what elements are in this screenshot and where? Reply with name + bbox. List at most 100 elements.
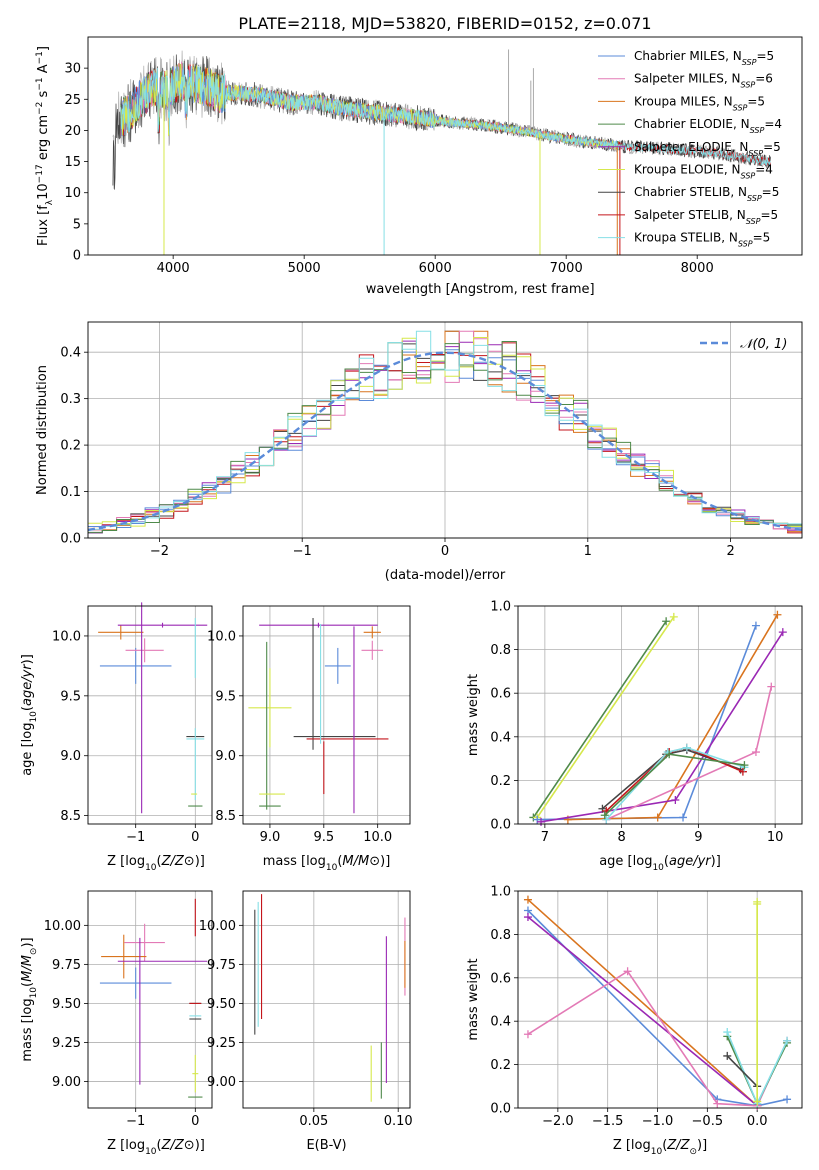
y-tick-label: 0 <box>73 249 81 264</box>
errorbar-point <box>363 626 381 639</box>
x-tick-label: −1.5 <box>592 1114 624 1129</box>
series-marker <box>753 1097 762 1106</box>
age_vs_mass-frame <box>242 605 411 825</box>
x-tick-label: 9.5 <box>313 830 334 845</box>
series-line-salpeter_elodie <box>540 631 784 823</box>
axis-label: wavelength [Angstrom, rest frame] <box>366 282 595 297</box>
y-tick-label: 8.5 <box>215 809 236 824</box>
series-marker <box>665 750 674 759</box>
x-tick-label: −2.0 <box>542 1114 574 1129</box>
age_vs_z-errorbars <box>98 602 208 814</box>
y-tick-label: 30 <box>64 62 81 77</box>
series-line-chabrier_miles <box>537 625 757 821</box>
y-tick-label: 0.6 <box>490 971 511 986</box>
y-tick-label: 9.50 <box>207 997 236 1012</box>
errorbar-point <box>125 638 164 663</box>
series-marker <box>600 811 609 820</box>
mass_weight_vs_age-lines <box>529 610 787 826</box>
y-tick-label: 0.0 <box>490 818 511 833</box>
series-marker <box>523 895 532 904</box>
y-tick-label: 0.0 <box>490 1102 511 1117</box>
errorbar-point <box>124 923 165 962</box>
y-tick-label: 1.0 <box>490 600 511 615</box>
axis-label: Z [log10(Z/Z⊙)] <box>107 1138 205 1157</box>
x-tick-label: 5000 <box>288 261 321 276</box>
legend-label: Salpeter ELODIE, NSSP=5 <box>634 140 781 158</box>
mass_vs_z-errorbars <box>99 898 208 1098</box>
x-tick-label: 0.10 <box>384 1114 413 1129</box>
figure-title: PLATE=2118, MJD=53820, FIBERID=0152, z=0… <box>238 14 651 33</box>
y-tick-label: 9.0 <box>215 749 236 764</box>
age_vs_z-frame <box>87 605 213 825</box>
axis-label: Z [log10(Z/Z⊙)] <box>107 854 205 873</box>
y-tick-label: 10.00 <box>199 919 236 934</box>
series-line-kroupa_miles <box>527 899 758 1107</box>
legend-label: Kroupa MILES, NSSP=5 <box>634 94 765 112</box>
x-tick-label: 8000 <box>681 261 714 276</box>
axis-label: (data-model)/error <box>385 568 506 583</box>
x-tick-label: −1.0 <box>642 1114 674 1129</box>
legend-label: Kroupa ELODIE, NSSP=4 <box>634 163 773 181</box>
y-tick-label: 0.4 <box>490 730 511 745</box>
legend-label: 𝒩(0, 1) <box>740 337 787 352</box>
mass_vs_z-frame <box>87 890 213 1109</box>
x-tick-label: −2 <box>150 544 169 559</box>
spectrum-chabrier_stelib <box>112 54 771 190</box>
series-line-chabrier_miles <box>527 909 788 1107</box>
residuals-frame <box>87 321 803 539</box>
legend-label: Chabrier MILES, NSSP=5 <box>634 49 774 67</box>
series-marker <box>602 815 611 824</box>
age_vs_mass-errorbars <box>248 617 389 814</box>
series-marker <box>679 813 688 822</box>
spectrum-legend: Chabrier MILES, NSSP=5 Salpeter MILES, NS… <box>598 49 782 248</box>
x-tick-label: 9.0 <box>260 830 281 845</box>
axis-label: mass weight <box>466 958 481 1040</box>
errorbar-point <box>99 647 172 684</box>
y-tick-label: 8.5 <box>60 809 81 824</box>
legend-label: Chabrier ELODIE, NSSP=4 <box>634 117 782 135</box>
series-marker <box>753 900 762 909</box>
x-tick-label: 4000 <box>157 261 190 276</box>
errorbar-point <box>101 934 147 979</box>
y-tick-label: 10.0 <box>52 629 81 644</box>
series-marker <box>537 817 546 826</box>
x-tick-label: −1 <box>126 830 145 845</box>
series-marker <box>783 1036 792 1045</box>
series-marker <box>740 761 749 770</box>
mass_vs_ebv-frame <box>242 890 411 1109</box>
y-tick-label: 0.0 <box>60 532 81 547</box>
series-line-kroupa_elodie <box>536 616 675 818</box>
legend-label: Salpeter STELIB, NSSP=5 <box>634 208 778 226</box>
spectrum-lines <box>112 49 771 255</box>
series-line-kroupa_stelib <box>605 746 745 821</box>
axis-label: age [log10(age/yr)] <box>599 854 721 873</box>
series-marker <box>767 682 776 691</box>
y-tick-label: 1.0 <box>490 885 511 900</box>
y-tick-label: 9.5 <box>60 689 81 704</box>
y-tick-label: 9.5 <box>215 689 236 704</box>
errorbar-point <box>99 967 172 999</box>
x-tick-label: 0 <box>191 830 199 845</box>
y-tick-label: 0.2 <box>490 774 511 789</box>
y-tick-label: 0.8 <box>490 928 511 943</box>
axis-label: mass [log10(M/M⊙)] <box>20 937 39 1061</box>
series-marker <box>778 628 787 637</box>
x-tick-label: 7000 <box>550 261 583 276</box>
mass_vs_z-axes: −1 0 9.00 9.25 9.50 9.75 10.00 <box>44 891 212 1129</box>
series-line-salpeter_miles <box>605 686 773 821</box>
y-tick-label: 9.75 <box>52 958 81 973</box>
y-tick-label: 9.50 <box>52 997 81 1012</box>
errorbar-point <box>361 640 384 660</box>
errorbar-point <box>117 622 208 628</box>
series-marker <box>523 913 532 922</box>
y-tick-label: 15 <box>64 155 81 170</box>
spectrum-frame <box>87 36 803 256</box>
series-line-chabrier_elodie <box>532 620 667 818</box>
series-marker <box>751 621 760 630</box>
series-marker <box>682 743 691 752</box>
mass_vs_ebv-errorbars <box>254 894 406 1102</box>
y-tick-label: 25 <box>64 93 81 108</box>
series-marker <box>751 748 760 757</box>
y-tick-label: 0.8 <box>490 643 511 658</box>
